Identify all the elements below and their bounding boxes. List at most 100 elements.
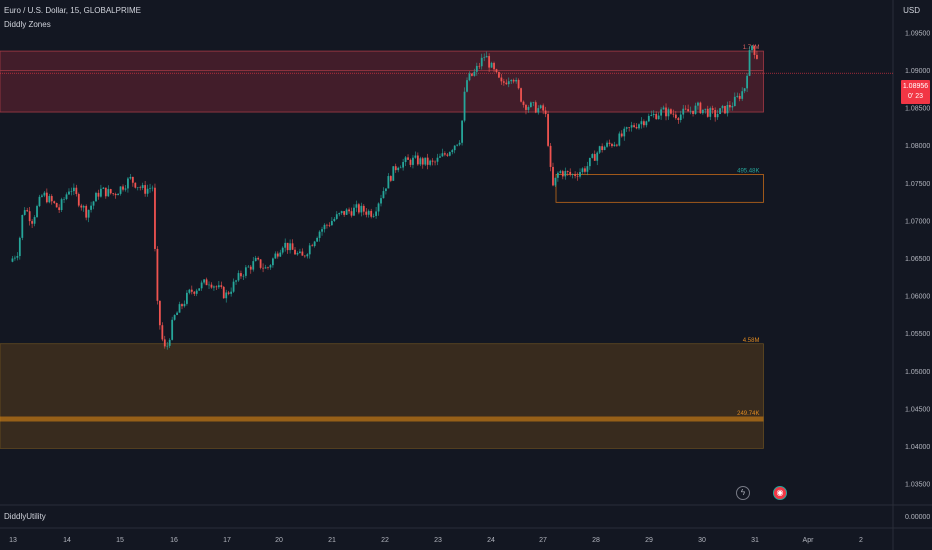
candle-body — [380, 198, 382, 204]
candle-body — [326, 224, 328, 226]
candle-body — [731, 106, 734, 108]
candle-body — [16, 256, 19, 258]
candle-body — [591, 154, 594, 158]
candle-body — [724, 105, 726, 114]
candle-body — [446, 154, 449, 156]
candle-body — [259, 259, 262, 268]
candle-body — [181, 304, 183, 307]
candle-body — [31, 221, 34, 224]
candle-body — [584, 168, 586, 172]
candle-body — [296, 252, 299, 255]
candle-body — [682, 108, 685, 115]
candle-body — [628, 127, 631, 128]
candle-body — [421, 158, 424, 165]
candle-body — [131, 176, 134, 183]
symbol-title[interactable]: Euro / U.S. Dollar, 15, GLOBALPRIME — [4, 6, 141, 15]
candle-body — [95, 192, 97, 202]
candle-body — [227, 292, 230, 294]
candle-body — [343, 211, 346, 215]
event-markers-icon[interactable]: ◉ — [773, 486, 787, 500]
candle-body — [662, 107, 665, 110]
candle-body — [429, 160, 432, 165]
candle-body — [517, 79, 520, 89]
candle-body — [719, 108, 721, 115]
candle-body — [593, 154, 596, 161]
candle-body — [606, 142, 608, 147]
candle-body — [733, 96, 736, 107]
candle-body — [672, 113, 675, 115]
demand-band-volume-label: 249.74K — [737, 411, 759, 417]
subpane-indicator-label[interactable]: DiddlyUtility — [4, 512, 46, 521]
candle-body — [571, 174, 574, 175]
candle-body — [357, 204, 360, 213]
candle-body — [721, 105, 724, 109]
candle-body — [271, 258, 274, 266]
candle-body — [633, 125, 635, 128]
candle-body — [596, 152, 599, 161]
indicator-name[interactable]: Diddly Zones — [4, 20, 51, 29]
candle-body — [387, 176, 390, 189]
candle-body — [674, 114, 677, 119]
candle-body — [466, 80, 468, 92]
candle-body — [697, 102, 699, 106]
candle-body — [643, 121, 645, 126]
candle-body — [625, 127, 628, 129]
price-axis-tick: 1.07500 — [905, 181, 930, 188]
candle-body — [267, 267, 269, 268]
lightning-icon[interactable]: ϟ — [736, 486, 750, 500]
price-axis-tick: 1.05500 — [905, 331, 930, 338]
demand-zone-volume-label: 4.58M — [743, 338, 760, 344]
candle-body — [348, 209, 350, 212]
candle-body — [299, 251, 301, 253]
candle-body — [72, 187, 75, 192]
candle-body — [318, 231, 321, 238]
candle-body — [660, 109, 663, 116]
candle-body — [461, 120, 463, 143]
candle-body — [48, 196, 51, 203]
candle-body — [620, 133, 623, 137]
candle-body — [264, 267, 267, 269]
candle-body — [41, 195, 43, 197]
candle-body — [244, 267, 247, 276]
candle-body — [186, 292, 188, 304]
time-axis-tick: 15 — [116, 537, 124, 544]
candle-body — [166, 345, 169, 347]
candle-body — [104, 187, 107, 197]
candle-body — [500, 77, 503, 82]
candle-body — [687, 109, 690, 112]
candle-body — [217, 285, 220, 288]
candle-body — [468, 73, 471, 81]
candle-body — [694, 105, 697, 114]
candle-body — [370, 210, 373, 217]
candle-body — [581, 168, 584, 173]
candle-body — [554, 177, 557, 186]
candle-body — [389, 176, 392, 181]
candle-body — [613, 144, 616, 147]
candle-body — [549, 145, 552, 167]
time-axis-tick: 20 — [275, 537, 283, 544]
candle-body — [456, 144, 459, 146]
candle-body — [559, 171, 562, 173]
candle-body — [426, 157, 429, 165]
candle-body — [618, 133, 621, 146]
candle-body — [183, 303, 186, 307]
candle-body — [407, 157, 409, 160]
candle-body — [303, 255, 306, 257]
candle-body — [50, 196, 53, 202]
candle-body — [478, 65, 481, 67]
candle-body — [85, 205, 88, 218]
candle-body — [114, 194, 117, 196]
candle-body — [505, 82, 508, 85]
candle-body — [493, 62, 495, 70]
candle-body — [372, 215, 375, 217]
candle-body — [704, 108, 707, 110]
candle-body — [254, 257, 257, 262]
last-price-value: 1.08956 — [902, 83, 929, 90]
candle-body — [313, 241, 316, 247]
candle-body — [222, 286, 225, 299]
candle-body — [139, 187, 142, 188]
demand-zone — [0, 343, 764, 449]
candle-body — [588, 157, 591, 167]
last-price-tag: 1.08956 0' 23 — [901, 80, 930, 104]
